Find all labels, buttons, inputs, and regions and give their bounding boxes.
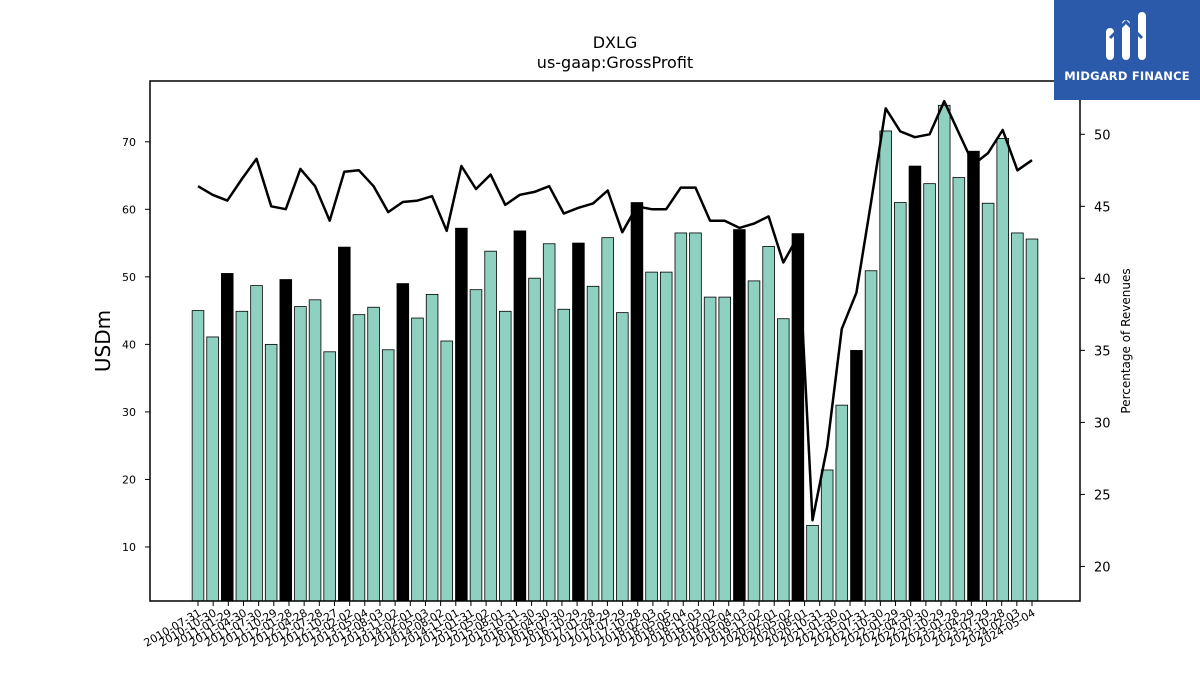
bar: [806, 524, 819, 602]
bar: [221, 273, 234, 602]
y-axis-label: USDm: [91, 310, 115, 372]
bar: [894, 202, 907, 602]
bar: [528, 277, 541, 602]
x-axis-ticks: 2010-07-312010-10-302011-01-292011-04-30…: [142, 601, 1038, 650]
bar: [352, 314, 366, 602]
y-tick-label: 10: [122, 541, 136, 554]
bar: [469, 289, 483, 602]
y-tick-label-right: 30: [1094, 416, 1111, 431]
bar: [425, 294, 439, 602]
y-tick-label-right: 20: [1094, 560, 1111, 575]
logo-text: MIDGARD FINANCE: [1064, 69, 1190, 83]
bar: [557, 308, 571, 602]
bar: [616, 312, 629, 602]
bar: [338, 246, 351, 602]
bar: [455, 227, 468, 602]
bar: [733, 229, 746, 602]
bar: [908, 165, 922, 602]
bar: [1011, 232, 1024, 602]
y-tick-label: 30: [122, 406, 136, 419]
bar: [411, 317, 424, 602]
plot-frame: [149, 80, 1081, 602]
bar: [864, 270, 878, 602]
bar: [981, 202, 995, 602]
bar: [967, 150, 980, 602]
bar: [191, 310, 205, 602]
right-axis-ticks: 20 25 30 35 40 45 50: [1080, 128, 1111, 575]
bar: [777, 318, 790, 602]
bar: [440, 340, 453, 602]
y-tick-label: 20: [122, 473, 136, 486]
bar: [250, 285, 263, 602]
bar: [762, 246, 775, 602]
y-tick-label-right: 40: [1094, 272, 1111, 287]
bar: [1025, 238, 1039, 602]
bar: [659, 271, 673, 602]
bar: [747, 280, 761, 602]
bar: [294, 306, 307, 602]
y-tick-label: 40: [122, 338, 136, 351]
y-tick-label-right: 45: [1094, 200, 1111, 215]
bar: [572, 242, 585, 602]
bar: [674, 232, 688, 602]
bar: [850, 350, 863, 602]
bar-group: [191, 104, 1039, 602]
bar: [996, 138, 1009, 602]
bar: [264, 343, 278, 602]
bar: [367, 306, 380, 602]
bar: [689, 232, 702, 602]
y-axis-label-right: Percentage of Revenues: [1119, 268, 1133, 413]
bar: [323, 351, 336, 602]
left-axis-ticks: 10 20 30 40 50 60 70: [122, 136, 150, 554]
y-tick-label: 50: [122, 271, 136, 284]
bar: [499, 310, 512, 602]
bar: [630, 202, 644, 602]
bar: [718, 296, 731, 602]
bar: [952, 177, 966, 602]
bar: [601, 237, 614, 602]
y-tick-label-right: 50: [1094, 128, 1111, 143]
chart-subtitle: us-gaap:GrossProfit: [537, 53, 693, 72]
bar: [235, 310, 249, 602]
bar: [820, 469, 834, 602]
y-tick-label: 70: [122, 136, 136, 149]
y-tick-label: 60: [122, 203, 136, 216]
bar: [542, 243, 556, 602]
bar: [206, 336, 219, 602]
bar: [835, 404, 849, 602]
bar: [703, 296, 717, 602]
percentage-line: [197, 99, 1033, 522]
bar: [879, 130, 892, 602]
bar: [484, 250, 497, 602]
bar: [645, 271, 658, 602]
bar: [923, 183, 936, 602]
chart-title: DXLG: [593, 33, 638, 52]
bar: [513, 230, 527, 602]
bar: [396, 283, 410, 602]
y-tick-label-right: 25: [1094, 488, 1111, 503]
bar: [308, 299, 322, 602]
brand-logo: MIDGARD FINANCE: [1054, 0, 1200, 100]
logo-mark-icon: [1106, 12, 1146, 60]
bar: [381, 349, 395, 602]
bar: [937, 104, 951, 602]
bar: [279, 279, 293, 602]
y-tick-label-right: 35: [1094, 344, 1111, 359]
bar: [586, 285, 600, 602]
bar: [791, 233, 805, 602]
